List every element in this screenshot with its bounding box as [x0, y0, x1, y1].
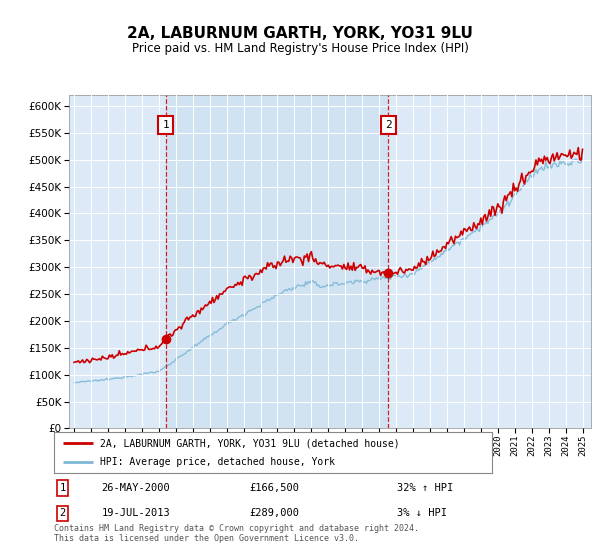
Text: 1: 1: [162, 120, 169, 130]
Text: Contains HM Land Registry data © Crown copyright and database right 2024.
This d: Contains HM Land Registry data © Crown c…: [54, 524, 419, 543]
Text: HPI: Average price, detached house, York: HPI: Average price, detached house, York: [100, 457, 335, 467]
Text: 2A, LABURNUM GARTH, YORK, YO31 9LU (detached house): 2A, LABURNUM GARTH, YORK, YO31 9LU (deta…: [100, 438, 400, 449]
Text: 2A, LABURNUM GARTH, YORK, YO31 9LU: 2A, LABURNUM GARTH, YORK, YO31 9LU: [127, 26, 473, 41]
Text: 1: 1: [59, 483, 65, 493]
Text: 32% ↑ HPI: 32% ↑ HPI: [397, 483, 454, 493]
Text: 3% ↓ HPI: 3% ↓ HPI: [397, 508, 447, 518]
Bar: [166, 95, 388, 428]
Text: 2: 2: [59, 508, 65, 518]
Text: 19-JUL-2013: 19-JUL-2013: [101, 508, 170, 518]
Text: 2: 2: [385, 120, 392, 130]
Text: £166,500: £166,500: [250, 483, 299, 493]
Text: Price paid vs. HM Land Registry's House Price Index (HPI): Price paid vs. HM Land Registry's House …: [131, 42, 469, 55]
Text: £289,000: £289,000: [250, 508, 299, 518]
Text: 26-MAY-2000: 26-MAY-2000: [101, 483, 170, 493]
